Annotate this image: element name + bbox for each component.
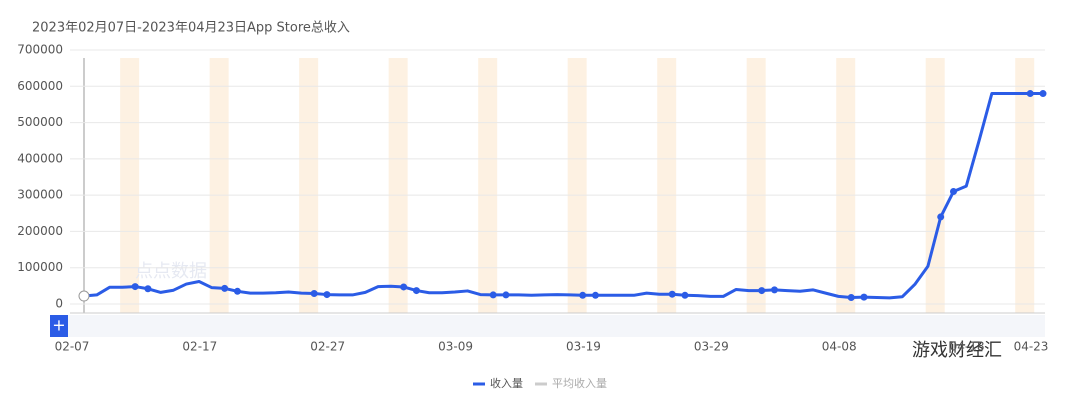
point xyxy=(131,283,139,291)
point xyxy=(310,289,318,297)
weekend-band xyxy=(120,58,140,313)
weekend-band xyxy=(388,58,408,313)
point xyxy=(323,291,331,299)
y-tick-label: 100000 xyxy=(17,260,63,274)
weekend-band xyxy=(657,58,677,313)
weekend-band xyxy=(567,58,587,313)
zoom-icon: + xyxy=(52,316,65,335)
y-tick-label: 0 xyxy=(55,297,63,311)
point xyxy=(221,284,229,292)
weekend-band xyxy=(299,58,319,313)
point xyxy=(1026,90,1034,98)
point xyxy=(591,291,599,299)
chart-title: 2023年02月07日-2023年04月23日App Store总收入 xyxy=(32,21,350,36)
point xyxy=(233,287,241,295)
point xyxy=(937,213,945,221)
point xyxy=(668,290,676,298)
line xyxy=(83,92,1043,300)
x-tick-label: 02-07 xyxy=(55,340,90,354)
point xyxy=(847,293,855,301)
y-tick-label: 500000 xyxy=(17,115,63,129)
legend-label: 平均收入量 xyxy=(552,376,607,390)
point xyxy=(949,188,957,196)
point xyxy=(502,291,510,299)
x-tick-label: 02-27 xyxy=(310,340,345,354)
y-tick-label: 600000 xyxy=(17,79,63,93)
y-tick-label: 300000 xyxy=(17,188,63,202)
point xyxy=(144,285,152,293)
x-tick-label: 03-29 xyxy=(694,340,729,354)
y-tick-label: 200000 xyxy=(17,224,63,238)
point xyxy=(412,287,420,295)
point xyxy=(400,283,408,291)
point xyxy=(489,291,497,299)
cursor-point xyxy=(78,290,90,302)
legend-label: 收入量 xyxy=(490,376,523,390)
weekend-band xyxy=(209,58,229,313)
point xyxy=(860,293,868,301)
weekend-band xyxy=(836,58,856,313)
x-tick-label: 03-09 xyxy=(438,340,473,354)
watermark: 游戏财经汇 xyxy=(912,340,1002,361)
point xyxy=(770,286,778,294)
x-tick-label: 02-17 xyxy=(182,340,217,354)
weekend-band xyxy=(925,58,945,313)
x-tick-label: 04-18 xyxy=(950,340,985,354)
watermark: 点点数据 xyxy=(135,261,207,282)
point xyxy=(681,291,689,299)
y-tick-label: 400000 xyxy=(17,151,63,165)
weekend-band xyxy=(746,58,766,313)
point xyxy=(1039,90,1047,98)
slider-track xyxy=(50,315,1045,337)
x-tick-label: 04-23 xyxy=(1014,340,1049,354)
zoom-button[interactable] xyxy=(50,315,68,337)
weekend-band xyxy=(1015,58,1035,313)
x-tick-label: 03-19 xyxy=(566,340,601,354)
y-tick-label: 700000 xyxy=(17,43,63,57)
weekend-band xyxy=(478,58,498,313)
x-tick-label: 04-08 xyxy=(822,340,857,354)
point xyxy=(579,291,587,299)
point xyxy=(758,287,766,295)
